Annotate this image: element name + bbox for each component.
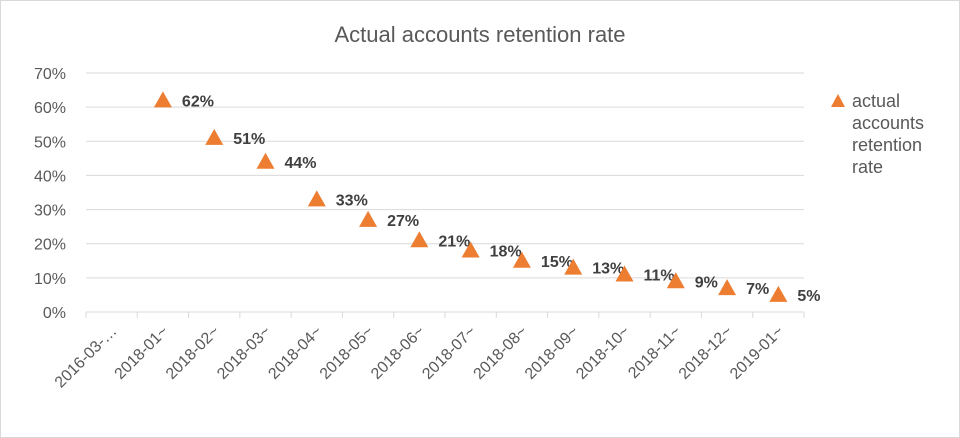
data-point-marker bbox=[153, 91, 172, 108]
y-tick-label: 10% bbox=[34, 271, 66, 288]
x-tick-label: 2018-07~ bbox=[419, 323, 479, 383]
y-tick-label: 0% bbox=[43, 305, 66, 322]
data-point-marker bbox=[769, 285, 788, 302]
data-label: 27% bbox=[387, 213, 419, 230]
x-tick-label: 2018-04~ bbox=[265, 323, 325, 383]
y-tick-label: 40% bbox=[34, 168, 66, 185]
data-point-marker bbox=[307, 190, 326, 207]
legend-label: actual accounts retention rate bbox=[852, 91, 925, 177]
y-tick-label: 70% bbox=[34, 66, 66, 83]
y-tick-label: 60% bbox=[34, 100, 66, 117]
x-tick-label: 2018-10~ bbox=[573, 323, 633, 383]
x-tick-label: 2018-05~ bbox=[317, 323, 377, 383]
y-tick-label: 30% bbox=[34, 203, 66, 220]
data-label: 33% bbox=[336, 192, 368, 209]
data-point-marker bbox=[564, 258, 583, 275]
data-point-marker bbox=[718, 279, 737, 296]
x-tick-label: 2018-08~ bbox=[471, 323, 531, 383]
x-tick-label: 2018-02~ bbox=[163, 323, 223, 383]
data-label: 11% bbox=[644, 267, 675, 284]
chart-title: Actual accounts retention rate bbox=[334, 22, 626, 47]
data-label: 51% bbox=[233, 131, 265, 148]
data-label: 15% bbox=[541, 254, 573, 271]
data-point-marker bbox=[615, 265, 634, 282]
data-point-marker bbox=[359, 210, 378, 227]
data-label: 9% bbox=[695, 274, 718, 291]
data-point-marker bbox=[410, 231, 429, 248]
x-tick-label: 2019-01~ bbox=[727, 323, 787, 383]
y-tick-label: 50% bbox=[34, 134, 66, 151]
data-point-marker bbox=[256, 152, 275, 169]
data-label: 18% bbox=[490, 244, 522, 261]
data-label: 5% bbox=[797, 288, 820, 305]
y-tick-label: 20% bbox=[34, 237, 66, 254]
data-label: 62% bbox=[182, 93, 214, 110]
x-tick-label: 2018-03~ bbox=[214, 323, 274, 383]
data-point-marker bbox=[205, 128, 224, 145]
data-label: 13% bbox=[592, 261, 624, 278]
x-tick-label: 2018-09~ bbox=[522, 323, 582, 383]
legend-marker-icon bbox=[831, 94, 845, 107]
x-tick-label: 2016-03-… bbox=[52, 323, 121, 392]
data-label: 7% bbox=[746, 281, 769, 298]
x-tick-label: 2018-12~ bbox=[676, 323, 736, 383]
x-tick-label: 2018-01~ bbox=[112, 323, 172, 383]
data-point-marker bbox=[461, 241, 480, 258]
data-label: 21% bbox=[438, 233, 470, 250]
x-tick-label: 2018-06~ bbox=[368, 323, 428, 383]
data-point-marker bbox=[512, 251, 531, 268]
data-label: 44% bbox=[285, 155, 317, 172]
data-point-marker bbox=[666, 272, 685, 289]
x-tick-label: 2018-11~ bbox=[625, 323, 684, 382]
